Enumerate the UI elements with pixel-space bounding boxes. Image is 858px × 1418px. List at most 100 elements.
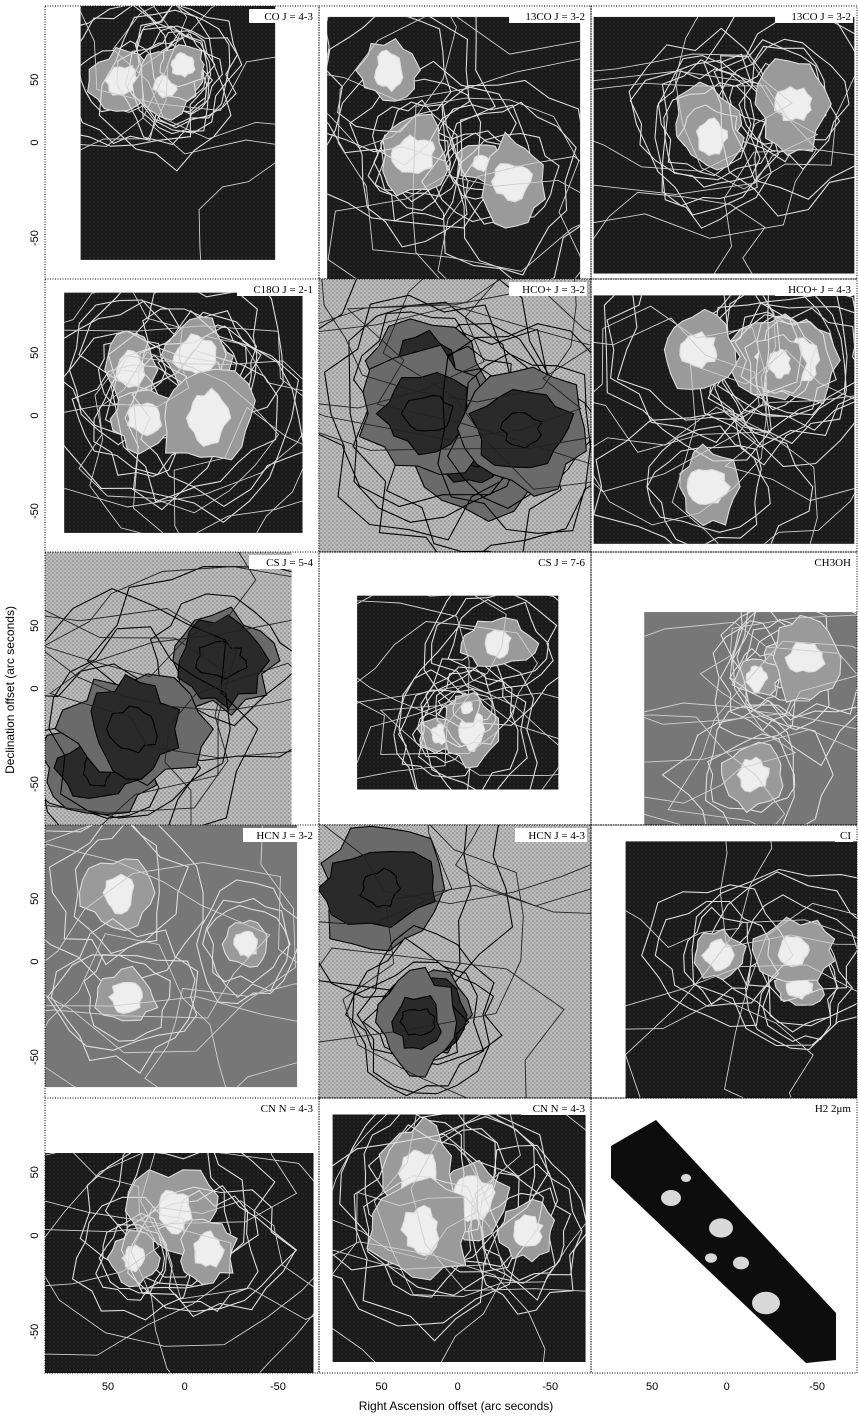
contours	[327, 16, 581, 279]
contour-line	[625, 841, 773, 949]
panel-label-bg	[243, 828, 315, 842]
map-panel: CO J = 4-3	[44, 5, 320, 280]
map-panel: CN N = 4-3	[44, 1097, 320, 1374]
contour-line	[93, 354, 194, 477]
contour-line	[49, 619, 292, 759]
y-tick-label: 0	[29, 685, 41, 691]
contour-line	[691, 868, 858, 1047]
contour-line	[45, 843, 271, 1019]
contour-line	[80, 40, 170, 113]
contour-line	[719, 841, 858, 948]
contour-line	[356, 924, 495, 1095]
contour-line	[332, 1191, 506, 1362]
contour-line	[644, 621, 858, 725]
contour-line	[671, 349, 855, 544]
map-area	[80, 6, 276, 260]
contour-line	[64, 330, 245, 511]
panel-label: 13CO J = 3-2	[791, 11, 851, 23]
y-tick-label: 50	[29, 1166, 41, 1178]
contours	[319, 279, 591, 552]
panel-border	[590, 278, 858, 553]
contour-line	[45, 1153, 298, 1233]
contour-line	[460, 701, 474, 715]
contour-line	[744, 315, 818, 411]
map-panel: H2 2μm	[590, 1097, 858, 1374]
contour-line	[593, 191, 766, 274]
emission-knot	[752, 1291, 780, 1315]
contour-line	[233, 930, 258, 959]
contour-line	[379, 692, 559, 777]
contour-line	[456, 101, 577, 276]
contour-line	[64, 292, 190, 413]
panel-label-bg	[249, 555, 315, 569]
contour-line	[481, 1187, 572, 1281]
contour-line	[102, 873, 135, 915]
contour-line	[593, 406, 818, 544]
contour-line	[712, 612, 805, 739]
y-tick-label: 50	[29, 74, 41, 86]
contour-line	[112, 6, 276, 140]
contour-line	[683, 906, 752, 1006]
contour-line	[120, 1186, 297, 1318]
x-tick-label: -50	[809, 1381, 825, 1393]
contour-line	[777, 935, 810, 968]
contour-line	[332, 1241, 546, 1362]
x-axis-title: Right Ascension offset (arc seconds)	[359, 1399, 554, 1413]
panel-label-bg	[521, 555, 587, 569]
contour-line	[374, 49, 404, 93]
x-tick-label: -50	[270, 1381, 286, 1393]
contour-line	[400, 1204, 440, 1257]
contour-line	[149, 30, 216, 102]
contour-line	[140, 1153, 314, 1321]
contour-line	[513, 1214, 544, 1247]
contour-line	[616, 295, 781, 421]
panel-label: HCN J = 4-3	[528, 830, 585, 842]
contour-line	[110, 325, 303, 508]
contour-line	[332, 1133, 545, 1327]
contour-line	[499, 411, 543, 449]
contour-line	[593, 53, 793, 172]
contour-line	[663, 82, 761, 188]
panel-label-bg	[515, 828, 587, 842]
contour-line	[164, 662, 292, 825]
contour-line	[593, 317, 760, 493]
map-panel: HCN J = 3-2	[44, 824, 320, 1099]
contour-line	[45, 609, 229, 814]
panel-label-bg	[249, 9, 315, 23]
panel-border	[590, 551, 858, 826]
contour-line	[321, 279, 577, 403]
contour-line	[471, 1163, 583, 1301]
contour-line	[327, 16, 470, 166]
contours	[45, 1153, 314, 1373]
y-tick-label: 50	[29, 893, 41, 905]
contour-line	[644, 702, 797, 804]
contour-line	[193, 1230, 225, 1268]
contour-line	[593, 295, 776, 453]
panel-label: CH3OH	[814, 557, 851, 569]
contour-line	[319, 279, 552, 508]
contour-line	[654, 53, 772, 229]
panel-border	[318, 1097, 592, 1374]
y-tick-label: 50	[29, 347, 41, 359]
y-tick-label: 0	[29, 1232, 41, 1238]
contour-line	[373, 1114, 586, 1297]
contour-line	[699, 614, 858, 730]
panel-label-bg	[817, 555, 853, 569]
panel-label-bg	[509, 9, 587, 23]
map-panel: CS J = 7-6	[318, 551, 592, 826]
contour-line	[71, 364, 222, 476]
map-panel: CN N = 4-3	[318, 1097, 592, 1374]
contour-line	[745, 665, 769, 693]
contour-line	[64, 325, 303, 508]
contour-line	[134, 6, 231, 127]
contour-line	[73, 825, 160, 955]
y-tick-label: -50	[29, 1049, 41, 1065]
contour-line	[349, 78, 482, 248]
contour-line	[346, 279, 591, 465]
contour-line	[458, 132, 560, 225]
panel-border	[590, 1097, 858, 1374]
contour-line	[644, 714, 786, 825]
panel-label: CS J = 7-6	[538, 557, 585, 569]
